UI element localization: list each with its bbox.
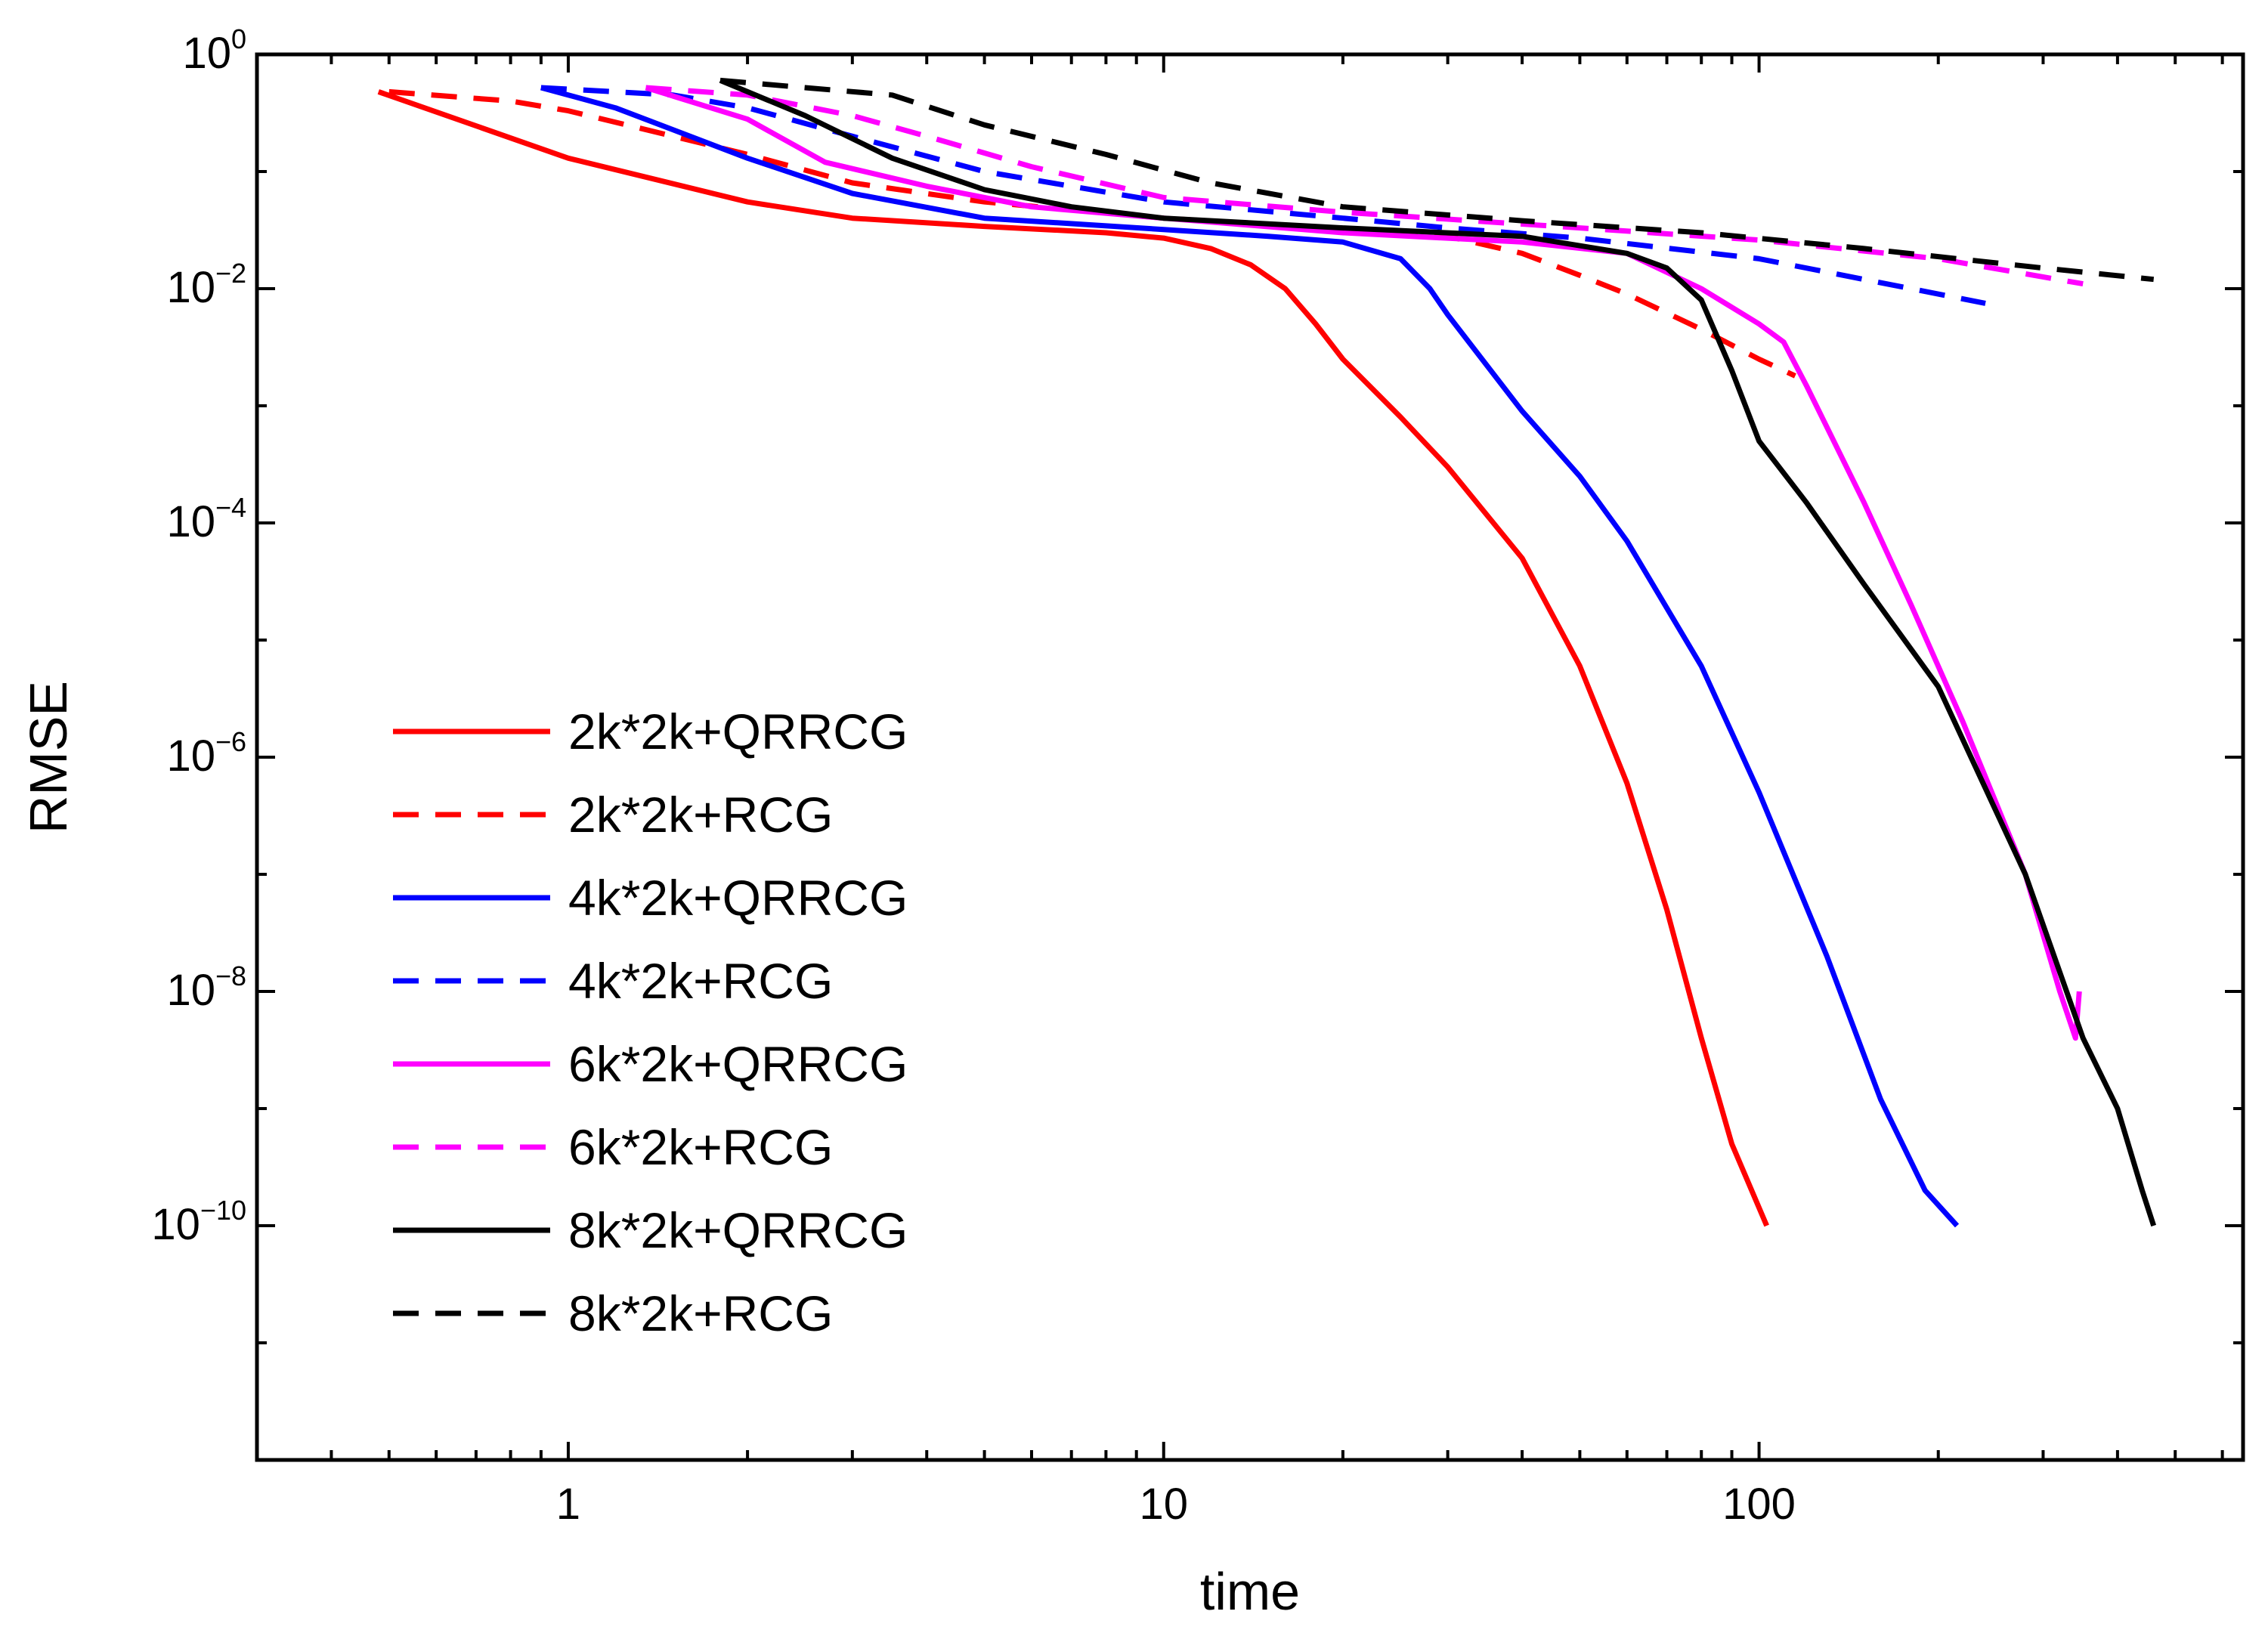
y-tick-label: 10−10 bbox=[151, 1195, 246, 1249]
y-tick-label: 10−2 bbox=[166, 258, 246, 312]
x-axis-label: time bbox=[1200, 1562, 1300, 1621]
legend: 2k*2k+QRRCG 2k*2k+RCG 4k*2k+QRRCG 4k*2k+RCG… bbox=[393, 704, 908, 1341]
legend-label: 2k*2k+QRRCG bbox=[568, 704, 908, 759]
y-axis-label: RMSE bbox=[19, 681, 78, 834]
series-line-8k-2k-rcg bbox=[719, 77, 2155, 283]
x-tick-label: 1 bbox=[556, 1480, 580, 1529]
series-line-2k-2k-rcg bbox=[388, 88, 1796, 379]
legend-label: 6k*2k+RCG bbox=[568, 1119, 833, 1175]
series-line-8k-2k-qrrcg bbox=[719, 78, 2157, 1227]
plot-frame bbox=[255, 52, 2245, 1462]
legend-label: 4k*2k+RCG bbox=[568, 953, 833, 1009]
x-tick-label: 10 bbox=[1139, 1480, 1188, 1529]
series-line-4k-2k-rcg bbox=[540, 85, 1986, 306]
legend-label: 6k*2k+QRRCG bbox=[568, 1036, 908, 1092]
legend-label: 8k*2k+RCG bbox=[568, 1285, 833, 1341]
series-line-4k-2k-qrrcg bbox=[540, 85, 1960, 1228]
legend-label: 2k*2k+RCG bbox=[568, 787, 833, 843]
legend-label: 4k*2k+QRRCG bbox=[568, 870, 908, 926]
series-line-2k-2k-qrrcg bbox=[377, 89, 1769, 1227]
x-tick-label: 100 bbox=[1722, 1480, 1796, 1529]
legend-label: 8k*2k+QRRCG bbox=[568, 1202, 908, 1258]
series-layer bbox=[377, 77, 2157, 1228]
